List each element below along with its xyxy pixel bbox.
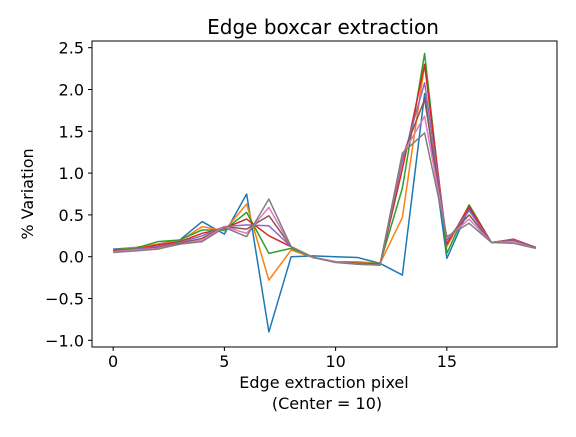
y-tick-label: −1.0 bbox=[45, 331, 84, 350]
y-axis-ticks: −1.0 −0.5 0.0 0.5 1.0 1.5 2.0 2.5 bbox=[45, 39, 92, 350]
series-line-2 bbox=[113, 63, 537, 281]
x-tick-label: 10 bbox=[325, 352, 345, 371]
series-line-8 bbox=[113, 132, 537, 266]
series-line-5 bbox=[113, 82, 537, 265]
series-line-4 bbox=[113, 63, 537, 265]
y-tick-label: −0.5 bbox=[45, 290, 84, 309]
y-tick-label: 1.0 bbox=[59, 164, 84, 183]
y-axis-label: % Variation bbox=[18, 148, 37, 239]
y-tick-label: 0.0 bbox=[59, 248, 84, 267]
y-tick-label: 0.5 bbox=[59, 206, 84, 225]
y-tick-label: 2.0 bbox=[59, 80, 84, 99]
y-tick-label: 1.5 bbox=[59, 122, 84, 141]
x-tick-label: 15 bbox=[437, 352, 457, 371]
x-axis-ticks: 0 5 10 15 bbox=[108, 347, 457, 371]
x-axis-label: Edge extraction pixel bbox=[239, 373, 408, 392]
x-tick-label: 5 bbox=[219, 352, 229, 371]
series-line-3 bbox=[113, 52, 537, 265]
plot-frame bbox=[91, 40, 558, 348]
y-tick-label: 2.5 bbox=[59, 39, 84, 58]
chart-title: Edge boxcar extraction bbox=[207, 15, 439, 39]
series-layer bbox=[113, 52, 537, 333]
x-tick-label: 0 bbox=[108, 352, 118, 371]
x-axis-label-line2: (Center = 10) bbox=[272, 394, 382, 413]
